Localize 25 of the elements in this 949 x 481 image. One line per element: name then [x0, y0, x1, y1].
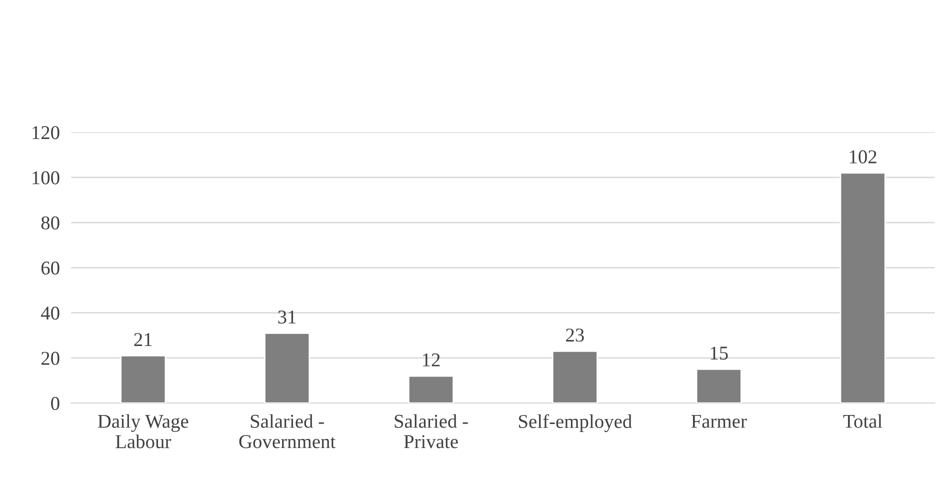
x-tick-label: Daily Wage Labour — [98, 414, 188, 448]
bar — [696, 368, 742, 404]
bar — [552, 350, 598, 404]
data-label: 12 — [422, 353, 440, 366]
x-tick-label: Salaried - Government — [239, 414, 336, 448]
x-tick-label: Total — [843, 414, 882, 428]
x-tick-label: Self-employed — [519, 414, 632, 432]
x-tick-label: Farmer — [691, 414, 747, 428]
bar — [840, 172, 886, 404]
y-tick-label: 80 — [41, 216, 60, 230]
y-tick-label: 40 — [41, 306, 60, 320]
y-tick-label: 100 — [32, 171, 60, 184]
data-label: 31 — [278, 310, 296, 324]
y-tick-label: 20 — [41, 352, 60, 365]
bar — [264, 332, 310, 404]
data-label: 102 — [850, 150, 876, 164]
data-label: 21 — [134, 333, 152, 346]
data-label: 15 — [710, 346, 728, 360]
y-tick-label: 120 — [32, 126, 60, 140]
y-tick-label: 0 — [51, 396, 60, 410]
bar — [120, 354, 166, 404]
y-tick-label: 60 — [41, 261, 60, 275]
data-label: 23 — [566, 328, 584, 342]
bar — [408, 375, 454, 404]
x-tick-label: Salaried - Private — [394, 414, 468, 448]
